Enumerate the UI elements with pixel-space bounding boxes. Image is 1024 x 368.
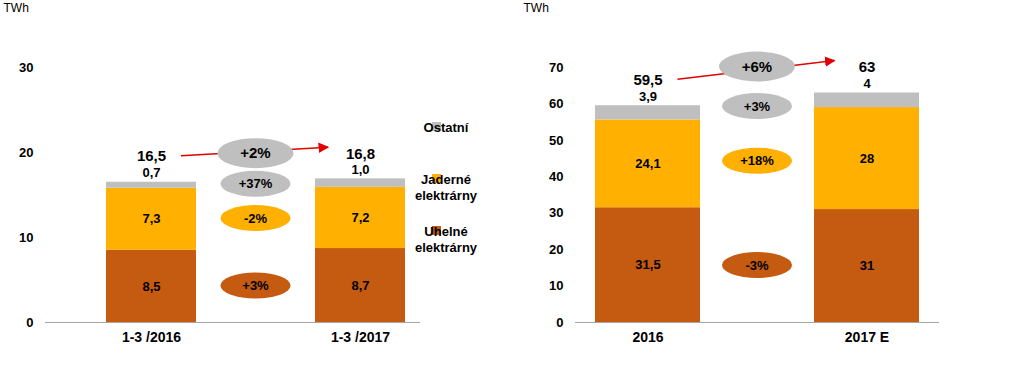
svg-text:24,1: 24,1 bbox=[635, 156, 660, 171]
svg-text:16,5: 16,5 bbox=[137, 147, 166, 164]
svg-text:7,2: 7,2 bbox=[351, 210, 369, 225]
svg-text:Uhelnéelektrárny: Uhelnéelektrárny bbox=[415, 224, 478, 256]
svg-text:16,8: 16,8 bbox=[346, 145, 375, 162]
svg-text:50: 50 bbox=[549, 133, 563, 148]
svg-text:+6%: +6% bbox=[742, 58, 772, 75]
svg-text:2017 E: 2017 E bbox=[845, 329, 889, 345]
svg-text:+37%: +37% bbox=[239, 176, 273, 191]
svg-text:20: 20 bbox=[549, 242, 563, 257]
svg-text:20: 20 bbox=[19, 145, 33, 160]
svg-text:60: 60 bbox=[549, 96, 563, 111]
svg-text:30: 30 bbox=[19, 60, 33, 75]
svg-text:31,5: 31,5 bbox=[635, 257, 660, 272]
svg-text:31: 31 bbox=[860, 258, 874, 273]
svg-text:2016: 2016 bbox=[632, 329, 663, 345]
svg-text:+18%: +18% bbox=[740, 153, 774, 168]
svg-text:Ostatní: Ostatní bbox=[424, 120, 469, 135]
svg-text:7,3: 7,3 bbox=[142, 211, 160, 226]
svg-text:8,5: 8,5 bbox=[142, 279, 160, 294]
svg-text:28: 28 bbox=[860, 151, 874, 166]
svg-text:+2%: +2% bbox=[240, 144, 270, 161]
svg-text:30: 30 bbox=[549, 205, 563, 220]
svg-text:10: 10 bbox=[19, 230, 33, 245]
svg-text:1-3 /2017: 1-3 /2017 bbox=[331, 329, 390, 345]
svg-text:8,7: 8,7 bbox=[351, 278, 369, 293]
svg-text:1-3 /2016: 1-3 /2016 bbox=[122, 329, 181, 345]
svg-text:Jadernéelektrárny: Jadernéelektrárny bbox=[415, 172, 478, 204]
svg-text:+3%: +3% bbox=[242, 278, 269, 293]
svg-text:59,5: 59,5 bbox=[633, 71, 662, 88]
svg-text:0: 0 bbox=[556, 315, 563, 330]
svg-text:40: 40 bbox=[549, 169, 563, 184]
svg-text:TWh: TWh bbox=[524, 1, 549, 15]
svg-text:0: 0 bbox=[26, 315, 33, 330]
svg-text:3,9: 3,9 bbox=[639, 89, 657, 104]
svg-text:TWh: TWh bbox=[4, 1, 29, 15]
svg-text:0,7: 0,7 bbox=[142, 165, 160, 180]
svg-text:70: 70 bbox=[549, 60, 563, 75]
svg-text:4: 4 bbox=[863, 76, 871, 91]
svg-text:10: 10 bbox=[549, 278, 563, 293]
svg-text:-2%: -2% bbox=[244, 211, 268, 226]
svg-text:+3%: +3% bbox=[744, 99, 771, 114]
svg-text:63: 63 bbox=[859, 58, 876, 75]
svg-text:1,0: 1,0 bbox=[351, 162, 369, 177]
svg-text:-3%: -3% bbox=[745, 258, 769, 273]
